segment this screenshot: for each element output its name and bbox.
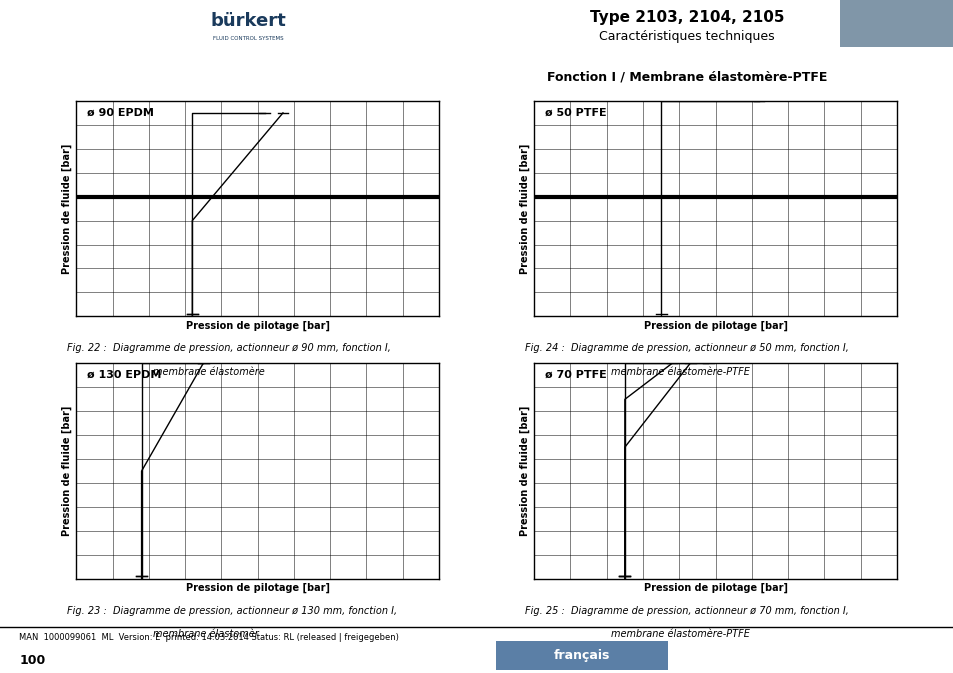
Text: 100: 100 xyxy=(19,654,46,667)
Text: FLUID CONTROL SYSTEMS: FLUID CONTROL SYSTEMS xyxy=(213,36,283,41)
Text: membrane élastomère-PTFE: membrane élastomère-PTFE xyxy=(610,629,749,639)
X-axis label: Pression de pilotage [bar]: Pression de pilotage [bar] xyxy=(643,583,786,593)
Text: ø 130 EPDM: ø 130 EPDM xyxy=(87,370,161,380)
Text: Fig. 22 :  Diagramme de pression, actionneur ø 90 mm, fonction I,: Fig. 22 : Diagramme de pression, actionn… xyxy=(67,343,390,353)
Y-axis label: Pression de fluide [bar]: Pression de fluide [bar] xyxy=(62,406,72,536)
Text: ø 50 PTFE: ø 50 PTFE xyxy=(544,108,606,117)
Text: Type 2103, 2104, 2105: Type 2103, 2104, 2105 xyxy=(589,10,783,26)
Text: ø 70 PTFE: ø 70 PTFE xyxy=(544,370,606,380)
FancyBboxPatch shape xyxy=(839,0,953,47)
Text: membrane élastomère: membrane élastomère xyxy=(152,367,264,377)
FancyBboxPatch shape xyxy=(496,641,667,670)
Text: membrane élastomèr: membrane élastomèr xyxy=(152,629,258,639)
Text: membrane élastomère-PTFE: membrane élastomère-PTFE xyxy=(610,367,749,377)
Text: Fonction I / Membrane élastomère-PTFE: Fonction I / Membrane élastomère-PTFE xyxy=(546,71,826,83)
Y-axis label: Pression de fluide [bar]: Pression de fluide [bar] xyxy=(62,143,72,274)
Text: Fig. 24 :  Diagramme de pression, actionneur ø 50 mm, fonction I,: Fig. 24 : Diagramme de pression, actionn… xyxy=(524,343,847,353)
Y-axis label: Pression de fluide [bar]: Pression de fluide [bar] xyxy=(519,406,530,536)
Text: bürkert: bürkert xyxy=(210,12,286,30)
Text: Caractéristiques techniques: Caractéristiques techniques xyxy=(598,30,774,43)
X-axis label: Pression de pilotage [bar]: Pression de pilotage [bar] xyxy=(643,320,786,330)
FancyBboxPatch shape xyxy=(162,3,334,44)
Text: Fig. 23 :  Diagramme de pression, actionneur ø 130 mm, fonction I,: Fig. 23 : Diagramme de pression, actionn… xyxy=(67,606,396,616)
Text: MAN  1000099061  ML  Version: E  printed: 14.03.2014 Status: RL (released | frei: MAN 1000099061 ML Version: E printed: 14… xyxy=(19,633,398,641)
Text: français: français xyxy=(553,649,610,662)
X-axis label: Pression de pilotage [bar]: Pression de pilotage [bar] xyxy=(186,320,329,330)
Text: Fig. 25 :  Diagramme de pression, actionneur ø 70 mm, fonction I,: Fig. 25 : Diagramme de pression, actionn… xyxy=(524,606,847,616)
Y-axis label: Pression de fluide [bar]: Pression de fluide [bar] xyxy=(519,143,530,274)
X-axis label: Pression de pilotage [bar]: Pression de pilotage [bar] xyxy=(186,583,329,593)
Text: ø 90 EPDM: ø 90 EPDM xyxy=(87,108,153,117)
